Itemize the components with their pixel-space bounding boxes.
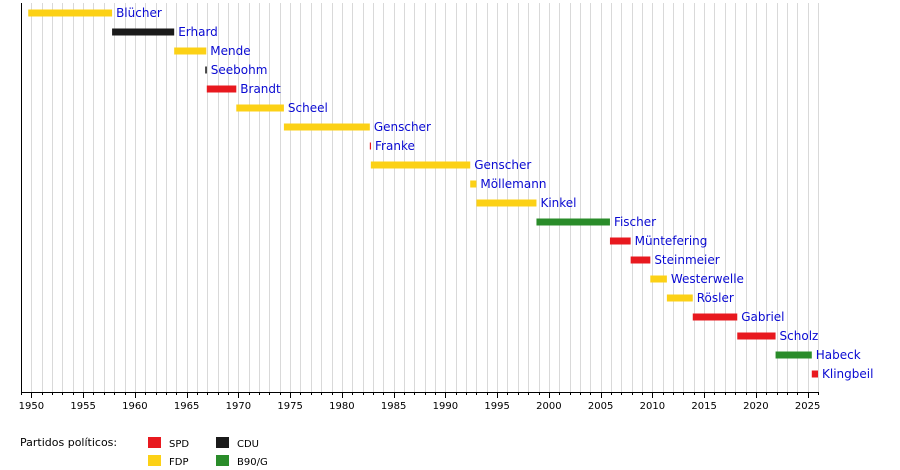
term-bar (112, 28, 175, 36)
x-tick-label: 1955 (70, 401, 95, 412)
legend-swatch (216, 455, 229, 466)
x-tick-label: 1995 (484, 401, 509, 412)
term-bar (206, 85, 237, 93)
x-tick-label: 2010 (640, 401, 665, 412)
minister-label: Seebohm (211, 63, 268, 77)
minister-label: Genscher (474, 158, 531, 172)
legend-label: CDU (237, 439, 259, 450)
x-tick-label: 2020 (743, 401, 768, 412)
term-bar (370, 161, 471, 169)
x-tick-label: 2015 (691, 401, 716, 412)
term-bar (283, 123, 370, 131)
x-tick-label: 1970 (226, 401, 251, 412)
legend-swatch (148, 437, 161, 448)
minister-label: Franke (375, 139, 415, 153)
legend-label: B90/G (237, 457, 268, 468)
term-bar (369, 142, 372, 150)
term-bar (775, 351, 812, 359)
term-bar (470, 180, 477, 188)
minister-label: Habeck (816, 348, 861, 362)
minister-label: Möllemann (480, 177, 546, 191)
term-bar (630, 256, 651, 264)
term-bar (737, 332, 776, 340)
x-axis: 1950 1955 1960 1965 1970 1975 1980 1985 1990 1995… (19, 3, 820, 412)
minister-label: Klingbeil (822, 367, 873, 381)
minister-label: Brandt (240, 82, 281, 96)
minister-label: Blücher (116, 6, 162, 20)
minister-label: Fischer (614, 215, 656, 229)
minister-label: Rösler (697, 291, 734, 305)
term-bar (236, 104, 284, 112)
labels-layer: Blücher Erhard Mende Seebohm Brandt Scheel Gen… (116, 6, 873, 381)
legend-label: FDP (169, 457, 188, 468)
minister-label: Gabriel (741, 310, 784, 324)
grid-layer (21, 3, 819, 392)
x-tick-label: 2025 (795, 401, 820, 412)
term-bar (536, 218, 610, 226)
minister-label: Genscher (374, 120, 431, 134)
x-tick-label: 1990 (433, 401, 458, 412)
term-bar (174, 47, 207, 55)
bars-layer (28, 9, 818, 378)
legend-swatch (148, 455, 161, 466)
minister-label: Erhard (178, 25, 218, 39)
term-bar (666, 294, 693, 302)
legend-title: Partidos políticos: (20, 436, 117, 449)
minister-label: Kinkel (540, 196, 576, 210)
term-bar (28, 9, 113, 17)
x-tick-label: 2005 (588, 401, 613, 412)
minister-label: Scheel (288, 101, 328, 115)
x-tick-label: 1960 (122, 401, 147, 412)
x-tick-label: 1975 (277, 401, 302, 412)
term-bar (811, 370, 818, 378)
legend: Partidos políticos: SPD FDP CDU B90/G (20, 436, 268, 468)
minister-label: Steinmeier (654, 253, 719, 267)
term-bar (205, 66, 207, 74)
x-tick-label: 1965 (174, 401, 199, 412)
legend-swatch (216, 437, 229, 448)
x-tick-label: 1950 (19, 401, 44, 412)
term-bar (692, 313, 738, 321)
x-tick-label: 2000 (536, 401, 561, 412)
minister-label: Mende (210, 44, 250, 58)
x-tick-label: 1980 (329, 401, 354, 412)
term-bar (609, 237, 631, 245)
term-bar (650, 275, 667, 283)
minister-label: Westerwelle (671, 272, 744, 286)
minister-label: Scholz (780, 329, 819, 343)
term-bar (476, 199, 537, 207)
x-tick-label: 1985 (381, 401, 406, 412)
legend-label: SPD (169, 439, 189, 450)
minister-label: Müntefering (635, 234, 708, 248)
